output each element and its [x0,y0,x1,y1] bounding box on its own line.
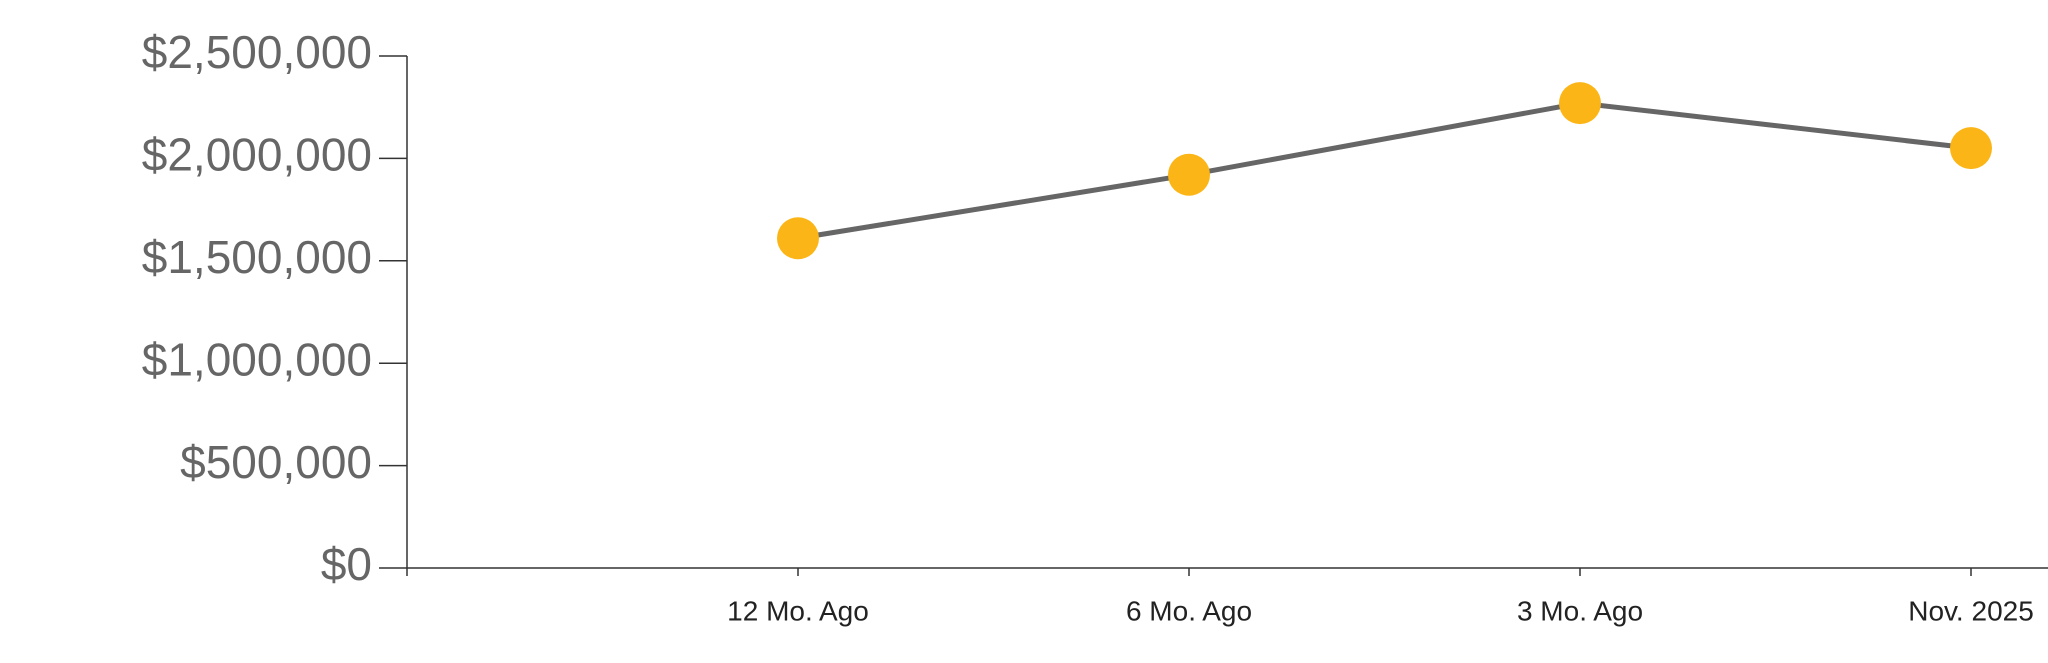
y-tick-label: $500,000 [180,436,372,488]
x-tick-label: 3 Mo. Ago [1517,595,1643,626]
y-tick-label: $0 [321,538,372,590]
point [1559,82,1601,125]
y-tick-label: $1,500,000 [142,231,372,283]
y-tick-label: $2,500,000 [142,26,372,78]
x-tick-label: Nov. 2025 [1908,595,2034,626]
line [797,100,1972,241]
point [1168,153,1210,196]
y-tick-label: $1,000,000 [142,333,372,385]
x-tick-label: 6 Mo. Ago [1126,595,1252,626]
point [1950,127,1992,170]
y-tick-label: $2,000,000 [142,129,372,181]
x-tick-label: 12 Mo. Ago [727,595,869,626]
point [777,217,819,260]
